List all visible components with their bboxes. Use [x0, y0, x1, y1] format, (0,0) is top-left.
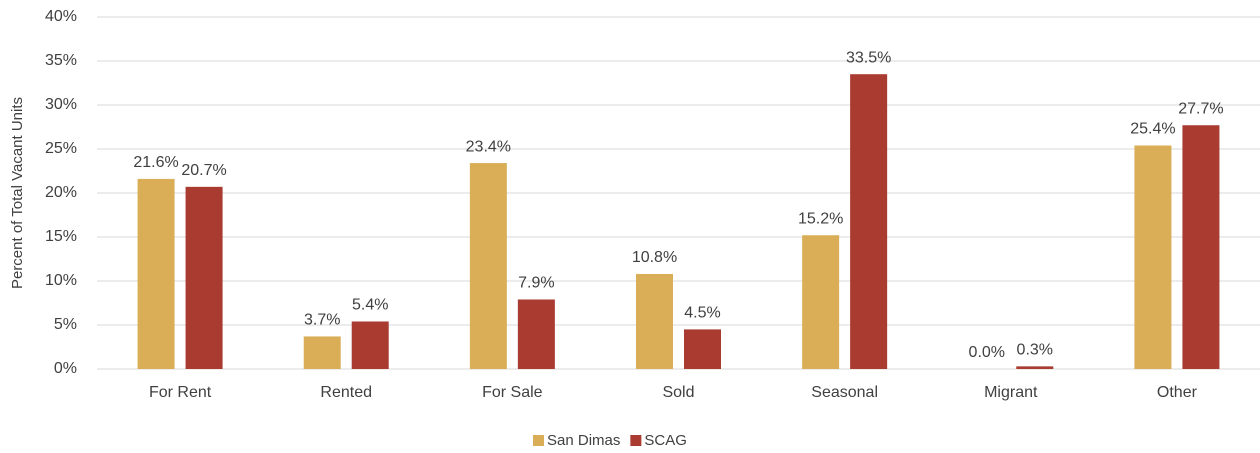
value-label: 33.5% — [846, 49, 891, 66]
value-label: 23.4% — [466, 138, 511, 155]
bar — [303, 336, 341, 369]
y-tick-label: 15% — [45, 228, 77, 245]
x-tick-label: Seasonal — [811, 384, 878, 401]
y-tick-label: 20% — [45, 184, 77, 201]
bar — [517, 299, 555, 369]
x-tick-label: Other — [1157, 384, 1198, 401]
bar — [1182, 125, 1220, 370]
legend-label: SCAG — [644, 432, 687, 449]
y-tick-label: 35% — [45, 52, 77, 69]
x-tick-label: Rented — [320, 384, 372, 401]
legend-swatch — [630, 435, 642, 446]
bar — [1134, 145, 1172, 369]
value-label: 21.6% — [133, 154, 178, 171]
value-label: 25.4% — [1130, 121, 1175, 138]
bar — [802, 235, 840, 369]
value-label: 0.0% — [969, 344, 1005, 361]
legend-label: San Dimas — [547, 432, 620, 449]
x-tick-label: For Sale — [482, 384, 543, 401]
y-tick-label: 0% — [54, 360, 77, 377]
bar — [636, 273, 673, 369]
value-label: 7.9% — [518, 275, 554, 292]
value-label: 20.7% — [181, 162, 226, 179]
legend-swatch — [533, 435, 544, 446]
value-label: 3.7% — [304, 312, 340, 329]
y-tick-label: 25% — [45, 140, 77, 157]
value-label: 10.8% — [632, 249, 677, 266]
y-tick-label: 10% — [45, 272, 77, 289]
x-tick-label: Migrant — [984, 384, 1038, 401]
bar — [684, 329, 721, 369]
value-label: 27.7% — [1178, 100, 1223, 117]
bar — [850, 74, 888, 369]
value-label: 15.2% — [798, 210, 843, 227]
x-tick-label: For Rent — [149, 384, 212, 401]
y-tick-label: 40% — [45, 8, 77, 25]
bar — [1016, 366, 1054, 369]
y-tick-label: 30% — [45, 96, 77, 113]
y-tick-label: 5% — [54, 316, 77, 333]
value-label: 5.4% — [352, 297, 388, 314]
value-label: 4.5% — [684, 305, 720, 322]
bar — [185, 186, 223, 369]
x-tick-label: Sold — [662, 384, 694, 401]
value-label: 0.3% — [1017, 342, 1053, 359]
y-axis-title: Percent of Total Vacant Units — [9, 97, 26, 289]
bar — [137, 178, 175, 369]
bar — [351, 321, 389, 369]
bar — [469, 163, 507, 369]
